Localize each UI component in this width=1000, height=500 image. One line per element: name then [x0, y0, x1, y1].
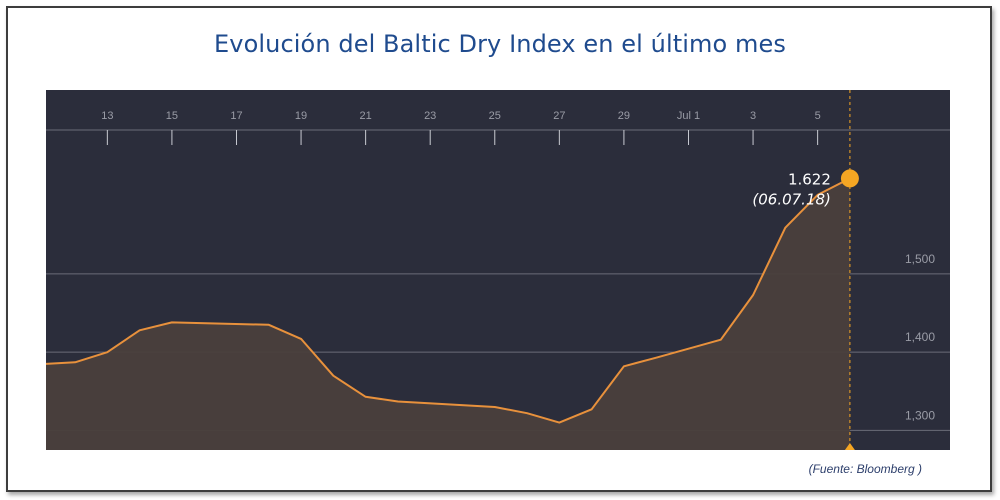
x-tick-label: 15 [166, 110, 178, 122]
chart-title: Evolución del Baltic Dry Index en el últ… [214, 30, 786, 58]
source-note: (Fuente: Bloomberg ) [808, 462, 922, 476]
x-tick-label: 17 [230, 110, 242, 122]
latest-value-label: 1.622 [788, 170, 831, 188]
latest-date-label: (06.07.18) [752, 190, 831, 208]
x-tick-label: 19 [295, 110, 307, 122]
y-tick-label: 1,500 [905, 252, 935, 266]
x-tick-label: 25 [489, 110, 501, 122]
x-tick-label: 21 [360, 110, 372, 122]
x-tick-label: 23 [424, 110, 436, 122]
x-tick-label: Jul 1 [677, 110, 700, 122]
x-tick-label: 3 [750, 110, 756, 122]
x-tick-label: 29 [618, 110, 630, 122]
y-tick-label: 1,300 [905, 408, 935, 422]
y-tick-label: 1,400 [905, 330, 935, 344]
latest-value-marker [840, 169, 859, 188]
x-tick-label: 5 [815, 110, 821, 122]
series-area [46, 178, 850, 450]
x-tick-label: 27 [553, 110, 565, 122]
series-line [45, 177, 851, 424]
current-date-axis-marker [844, 443, 855, 450]
x-tick-label: 13 [101, 110, 113, 122]
